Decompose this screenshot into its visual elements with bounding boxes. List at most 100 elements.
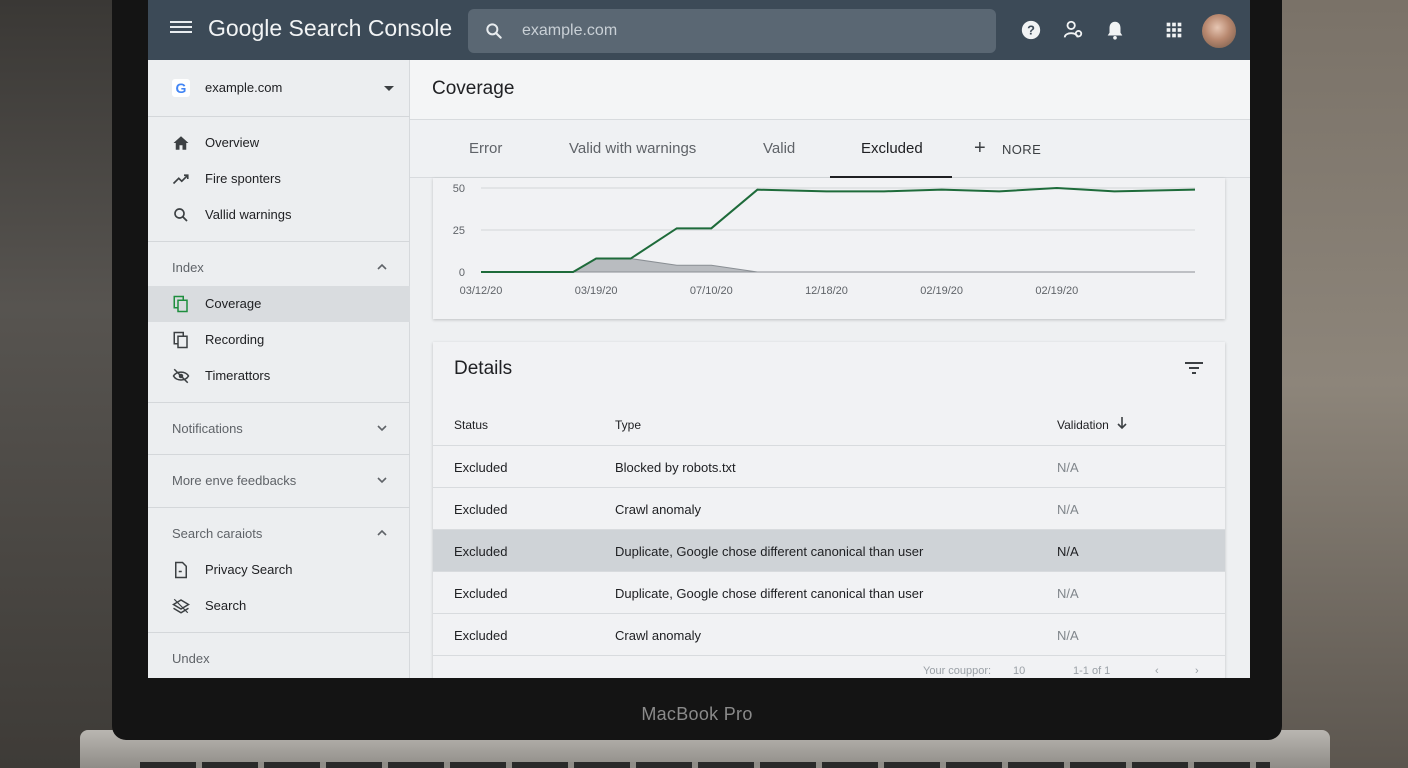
table-row[interactable]: Excluded Crawl anomaly N/A (433, 488, 1225, 530)
tab-excluded[interactable]: Excluded (861, 140, 923, 157)
column-header-type[interactable]: Type (615, 418, 642, 432)
rows-per-page-label: Your couppor: (923, 665, 992, 677)
cell-validation: N/A (1057, 628, 1079, 643)
cell-status: Excluded (454, 460, 508, 475)
prev-page-icon[interactable]: ‹ (1155, 665, 1159, 677)
sidebar-item-fire-sponters[interactable]: Fire sponters (148, 161, 410, 197)
tab-error[interactable]: Error (469, 140, 503, 157)
cell-validation: N/A (1057, 586, 1079, 601)
cell-status: Excluded (454, 544, 508, 559)
y-tick-label: 0 (459, 267, 465, 279)
section-label: Undex (172, 651, 210, 666)
cell-type: Crawl anomaly (615, 502, 701, 517)
series-line-green (481, 186, 1196, 273)
y-tick-label: 25 (453, 225, 465, 237)
help-icon[interactable]: ? (1020, 19, 1042, 41)
coverage-chart: 50 25 0 03/12/20 03/19/20 07/10/20 12/18/20 02/… (453, 183, 1196, 297)
x-tick-label: 12/18/20 (805, 285, 848, 297)
table-row[interactable]: Excluded Duplicate, Google chose differe… (433, 530, 1225, 572)
column-header-status[interactable]: Status (454, 418, 489, 432)
sidebar-item-label: Coverage (205, 296, 262, 311)
sidebar-item-label: Vallid warnings (205, 207, 292, 222)
section-label: Notifications (172, 421, 243, 436)
sidebar-item-timerattors[interactable]: Timerattors (148, 358, 410, 394)
avatar[interactable] (1202, 14, 1236, 48)
cell-validation: N/A (1057, 460, 1079, 475)
plus-icon: + (974, 137, 986, 159)
section-notifications[interactable]: Notifications (148, 408, 410, 448)
sidebar-item-recording[interactable]: Recording (148, 322, 410, 358)
tab-valid[interactable]: Valid (763, 140, 796, 157)
people-settings-icon[interactable] (1062, 19, 1084, 41)
table-row[interactable]: Excluded Duplicate, Google chose differe… (433, 572, 1225, 614)
sidebar-item-valid-warnings[interactable]: Vallid warnings (148, 197, 410, 233)
search-input[interactable] (522, 9, 982, 53)
sidebar-item-coverage[interactable]: Coverage (148, 286, 410, 322)
active-tab-indicator (830, 176, 952, 178)
app-title[interactable]: Google Search Console (208, 15, 453, 41)
section-label: Search caraiots (172, 526, 263, 541)
section-label: Index (172, 260, 204, 275)
cell-validation: N/A (1057, 502, 1079, 517)
section-label: More enve feedbacks (172, 473, 297, 488)
sidebar-item-privacy-search[interactable]: Privacy Search (148, 552, 410, 588)
table-pager: Your couppor: 10 1-1 of 1 ‹ › (433, 660, 1225, 678)
section-undex[interactable]: Undex (148, 638, 410, 678)
next-page-icon[interactable]: › (1195, 665, 1199, 677)
menu-icon[interactable] (170, 18, 192, 36)
keyboard-row (140, 762, 1270, 768)
pages-icon (173, 331, 188, 349)
notifications-bell-icon[interactable] (1104, 19, 1126, 41)
sidebar-item-overview[interactable]: Overview (148, 125, 410, 161)
cell-status: Excluded (454, 586, 508, 601)
file-copy-icon (173, 295, 188, 313)
chevron-down-icon (377, 477, 387, 484)
rows-per-page-select[interactable]: 10 (1013, 665, 1026, 677)
x-tick-label: 02/19/20 (1035, 285, 1078, 297)
table-row[interactable]: Excluded Blocked by robots.txt N/A (433, 446, 1225, 488)
sidebar-item-label: Search (205, 598, 247, 613)
tab-valid-with-warnings[interactable]: Valid with warnings (569, 140, 697, 157)
main-content: Coverage Error Valid with warnings Valid… (410, 60, 1250, 678)
sidebar-item-label: Recording (205, 332, 265, 347)
coverage-chart-card: 50 25 0 03/12/20 03/19/20 07/10/20 12/18/20 02/… (433, 178, 1225, 319)
search-bar[interactable] (468, 9, 996, 53)
details-card: Details Status Type Validation Excluded … (433, 342, 1225, 678)
section-search-header[interactable]: Search caraiots (148, 513, 410, 553)
sidebar-item-label: Timerattors (205, 368, 271, 383)
background-right (1268, 0, 1408, 768)
svg-text:?: ? (1027, 23, 1035, 38)
top-app-bar: Google Search Console ? (148, 0, 1250, 60)
dropdown-caret-icon (384, 86, 394, 91)
table-row[interactable]: Excluded Crawl anomaly N/A (433, 614, 1225, 656)
section-index-header[interactable]: Index (148, 247, 410, 287)
divider (148, 241, 410, 242)
x-tick-label: 02/19/20 (920, 285, 963, 297)
home-icon (173, 136, 189, 150)
x-tick-label: 03/19/20 (575, 285, 618, 297)
more-tab-label: NORE (1002, 142, 1042, 157)
cell-type: Duplicate, Google chose different canoni… (615, 544, 924, 559)
device-label: MacBook Pro (641, 704, 753, 724)
property-name: example.com (205, 80, 283, 95)
details-title: Details (454, 358, 513, 379)
search-icon (486, 23, 502, 39)
divider (148, 632, 410, 633)
y-tick-label: 50 (453, 183, 465, 195)
column-header-validation[interactable]: Validation (1057, 418, 1109, 432)
page-title: Coverage (432, 78, 515, 99)
arrow-down-icon[interactable] (1116, 416, 1128, 430)
eye-off-icon (172, 368, 190, 384)
section-more-feedbacks[interactable]: More enve feedbacks (148, 460, 410, 500)
page-arrow-icon (175, 561, 187, 579)
sidebar-item-search[interactable]: Search (148, 588, 410, 624)
apps-grid-icon[interactable] (1163, 19, 1185, 41)
page-header: Coverage (410, 60, 1250, 120)
x-tick-label: 03/12/20 (460, 285, 503, 297)
property-selector[interactable]: G example.com (148, 60, 410, 117)
x-tick-label: 07/10/20 (690, 285, 733, 297)
cell-validation: N/A (1057, 544, 1079, 559)
divider (148, 507, 410, 508)
filter-icon[interactable] (1183, 358, 1205, 378)
trending-icon (172, 174, 189, 185)
